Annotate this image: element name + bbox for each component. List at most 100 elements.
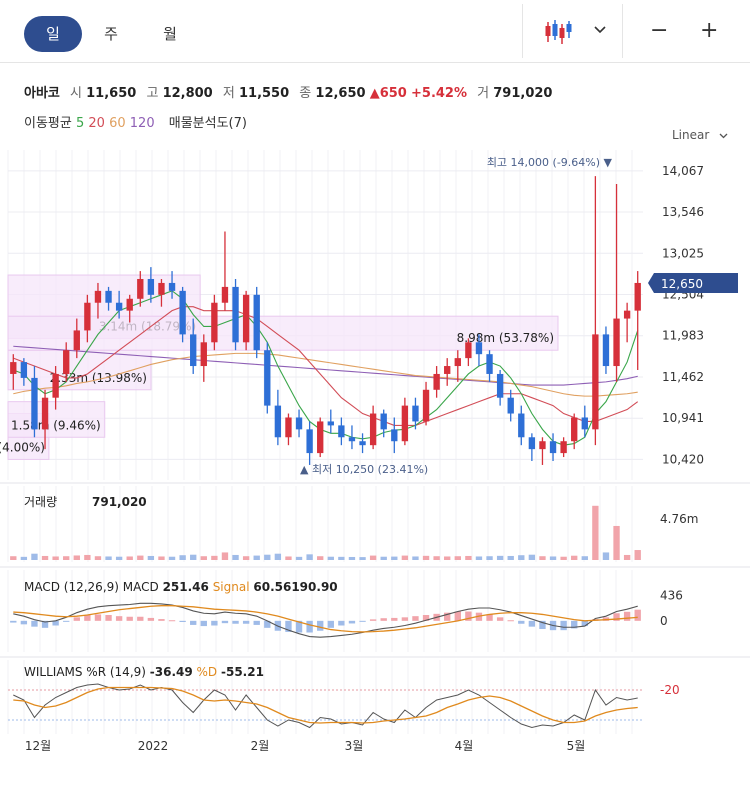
candle-body [634, 282, 641, 311]
change-percent: +5.42% [411, 86, 467, 101]
volume-bar [10, 556, 17, 560]
williams-d-line [13, 686, 638, 724]
candle-body [84, 302, 91, 331]
macd-histogram-bar [317, 620, 324, 631]
zoom-out-button[interactable]: − [650, 18, 669, 43]
scale-mode-label: Linear [672, 128, 710, 142]
volume-bar [528, 554, 536, 560]
ma60-label: 60 [109, 116, 126, 131]
macd-histogram-bar [20, 620, 28, 625]
macd-histogram-bar [623, 611, 631, 621]
candle-body [444, 366, 451, 374]
zoom-in-button[interactable]: + [700, 18, 719, 43]
macd-histogram-bar [613, 613, 620, 621]
chevron-down-icon [719, 133, 728, 138]
volume-bar [221, 552, 229, 560]
macd-histogram-bar [94, 614, 102, 621]
macd-histogram-bar [391, 617, 398, 621]
macd-histogram-bar [634, 609, 641, 621]
candle-body [528, 437, 536, 450]
ma-legend[interactable]: 이동평균 5 20 60 120 매물분석도(7) [24, 112, 247, 131]
x-axis: 12월 2022 2월 3월 4월 5월 [25, 739, 586, 753]
williams-r-line [13, 683, 638, 729]
macd-histogram-bar [380, 618, 387, 621]
macd-histogram-bar [73, 617, 80, 621]
candle-body [507, 397, 514, 414]
quote-summary: 아바코 시 11,650 고 12,800 저 11,550 종 12,650 … [24, 82, 552, 101]
candle-body [253, 294, 260, 351]
candle-body [422, 389, 430, 422]
volume-bar [179, 555, 186, 560]
volume-bar [232, 554, 239, 560]
toolbar-divider [522, 4, 523, 58]
volume-bar [592, 505, 599, 560]
macd-histogram-bar [518, 620, 525, 624]
candlestick-icon[interactable] [544, 18, 572, 46]
scale-mode-button[interactable]: Linear [672, 128, 728, 142]
macd-histogram-bar [253, 620, 260, 625]
tab-weekly[interactable]: 주 [104, 25, 118, 43]
candle-body [10, 362, 17, 374]
candle-body [147, 278, 155, 295]
macd-histogram-bar [560, 620, 567, 631]
candle-body [317, 421, 324, 454]
x-tick-label: 5월 [567, 739, 586, 753]
ma5-label: 5 [75, 116, 85, 131]
candle-body [126, 298, 133, 311]
volume-bar [242, 556, 250, 560]
candle-body [560, 441, 567, 454]
macd-histogram-bar [285, 620, 292, 632]
x-tick-label: 3월 [345, 739, 364, 753]
macd-histogram-bar [137, 616, 144, 621]
volume-bar [41, 555, 49, 560]
candle-body [190, 334, 197, 367]
low-label: 저 [222, 86, 235, 101]
candle-body [232, 286, 239, 343]
candle-body [20, 362, 28, 378]
macd-histogram-bar [242, 620, 250, 624]
volume-bar [359, 557, 366, 560]
macd-histogram-bar [158, 619, 165, 621]
volume-bar [380, 556, 387, 560]
macd-histogram-bar [571, 620, 578, 629]
macd-histogram-bar [412, 616, 419, 621]
volume-bar [465, 555, 472, 560]
macd-line [13, 602, 638, 638]
volume-bar [507, 555, 514, 560]
volume-bar [433, 556, 440, 560]
macd-histogram-bar [454, 611, 461, 621]
volume-bar [211, 555, 218, 560]
macd-axis-tick: 0 [660, 614, 668, 628]
moving-averages [13, 290, 639, 446]
ma20-line [13, 306, 639, 426]
volume-bar [486, 556, 493, 560]
candle-body [137, 278, 144, 299]
candle-body [264, 350, 271, 406]
volume-bar [518, 555, 525, 560]
macd-histogram-bar [105, 615, 112, 621]
volume-bar [168, 556, 176, 560]
volume-bar [253, 555, 260, 560]
high-label: 고 [146, 86, 159, 101]
candle-body [359, 441, 366, 446]
tab-daily[interactable]: 일 [24, 16, 82, 52]
low-annotation: ▲ 최저 10,250 (23.41%) [300, 463, 428, 476]
close-label: 종 [299, 86, 312, 101]
candle-body [486, 354, 493, 374]
candle-body [158, 282, 165, 295]
candle-body [518, 413, 525, 438]
macd-histogram-bar [179, 620, 186, 622]
macd-histogram-bar [465, 611, 472, 621]
volume-profile-label: 1.58m (9.46%) [11, 418, 101, 432]
volume-profile-label: 매물분석도(7) [168, 116, 247, 131]
candle-body [115, 302, 123, 311]
current-price-tag [648, 272, 738, 293]
volume-bar [295, 556, 303, 560]
tab-monthly[interactable]: 월 [163, 25, 177, 43]
macd-histogram-bar [401, 617, 409, 621]
volume-bar [158, 556, 165, 560]
volume-bar [84, 554, 91, 560]
chevron-down-icon[interactable] [594, 26, 606, 34]
candle-body [327, 421, 334, 426]
